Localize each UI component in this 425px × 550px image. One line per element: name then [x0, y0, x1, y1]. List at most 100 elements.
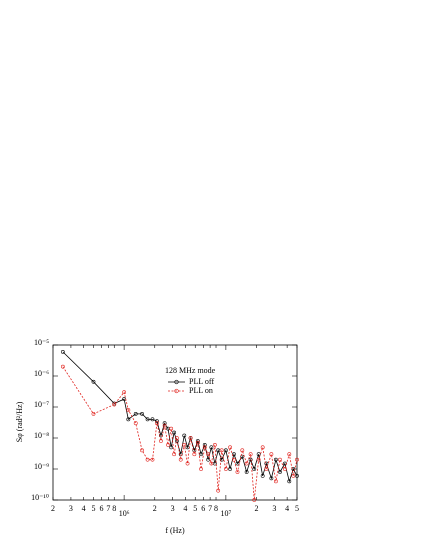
data-point [252, 467, 257, 471]
data-point [206, 452, 211, 457]
data-point [219, 448, 224, 453]
y-tick-label: 10⁻⁷ [34, 400, 49, 409]
data-point [295, 457, 299, 462]
data-point [264, 467, 269, 471]
data-point [244, 470, 249, 474]
data-point [209, 461, 214, 466]
x-tick-label: 2 [51, 504, 55, 513]
data-point [150, 457, 155, 462]
data-point [195, 440, 200, 445]
data-point [295, 473, 299, 478]
data-point [212, 442, 217, 447]
x-tick-label: 4 [285, 504, 289, 513]
data-point [91, 411, 96, 416]
data-point [235, 461, 240, 466]
data-point [172, 452, 177, 457]
data-point [178, 452, 183, 457]
data-point [269, 452, 274, 457]
data-point [150, 417, 155, 422]
data-point [219, 457, 224, 462]
data-point [126, 408, 131, 412]
data-point [140, 411, 144, 416]
data-point [216, 448, 221, 453]
x-axis-label: f (Hz) [165, 526, 185, 535]
data-point [228, 445, 232, 450]
data-point [169, 426, 174, 431]
data-point [155, 419, 159, 424]
data-point [60, 349, 65, 354]
x-tick-label: 7 [106, 504, 110, 513]
x-tick-label: 7 [208, 504, 212, 513]
data-point [282, 467, 287, 471]
data-point [232, 457, 236, 462]
y-tick-label: 10⁻⁸ [34, 431, 49, 440]
x-tick-label: 4 [183, 504, 187, 513]
data-point [252, 498, 257, 502]
x-tick-label: 4 [82, 504, 86, 513]
data-point [122, 390, 127, 395]
data-point [162, 423, 167, 428]
y-axis-label: Sφ (rad²/Hz) [15, 401, 24, 442]
x-tick-label: 2 [255, 504, 259, 513]
data-point [133, 421, 138, 426]
data-point [287, 479, 292, 484]
plot-frame [52, 344, 298, 501]
data-point [172, 430, 177, 435]
data-point [260, 445, 265, 450]
data-point [188, 436, 193, 440]
data-point [60, 364, 65, 369]
data-point [126, 417, 131, 422]
data-point [195, 439, 200, 443]
data-point [199, 467, 203, 471]
y-tick-label: 10⁻¹⁰ [31, 493, 49, 502]
data-point [278, 470, 282, 474]
data-point [273, 479, 278, 484]
data-point [145, 417, 150, 422]
y-tick-label: 10⁻⁹ [34, 462, 49, 471]
data-point [169, 445, 174, 450]
x-tick-label: 6 [100, 504, 104, 513]
x-tick-label: 5 [295, 504, 299, 513]
legend-label: PLL on [189, 386, 213, 395]
data-point [133, 411, 138, 416]
data-point [269, 476, 274, 481]
legend-label: PLL off [189, 377, 214, 386]
data-point [228, 467, 232, 471]
data-point [287, 452, 292, 457]
x-tick-label: 3 [69, 504, 73, 513]
data-point [256, 457, 261, 462]
data-point [278, 457, 282, 462]
data-point [185, 461, 190, 466]
data-point [232, 452, 236, 457]
data-point [140, 448, 144, 453]
data-point [223, 448, 228, 453]
data-point [223, 467, 228, 471]
data-point [206, 457, 211, 462]
x-tick-label: 10⁷ [220, 509, 231, 518]
x-tick-label: 5 [91, 504, 95, 513]
legend-marker [174, 388, 179, 394]
data-point [256, 452, 261, 457]
data-point [166, 442, 170, 447]
data-point [240, 448, 245, 453]
x-tick-label: 3 [272, 504, 276, 513]
legend-title: 128 MHz mode [165, 366, 216, 375]
data-point [209, 445, 214, 450]
data-point [240, 454, 245, 459]
data-point [248, 452, 253, 457]
x-tick-label: 6 [201, 504, 205, 513]
data-point [174, 436, 179, 440]
data-point [192, 448, 197, 453]
y-tick-label: 10⁻⁶ [34, 369, 49, 378]
data-point [202, 445, 207, 450]
data-point [112, 401, 117, 406]
data-point [182, 433, 187, 438]
data-point [291, 473, 296, 478]
data-point [112, 402, 117, 407]
data-point [244, 461, 249, 466]
x-tick-label: 2 [153, 504, 157, 513]
legend-marker [174, 379, 179, 385]
series-line [62, 366, 298, 501]
data-point [182, 442, 187, 447]
